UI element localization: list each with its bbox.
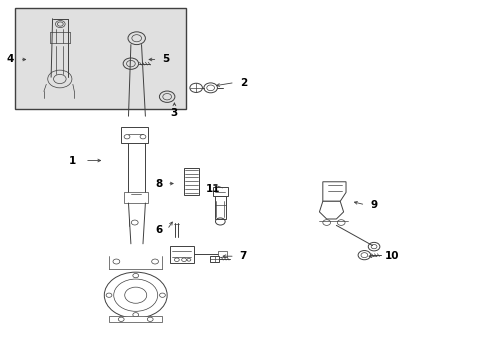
Bar [169, 246, 193, 262]
Text: 7: 7 [239, 251, 246, 261]
Polygon shape [322, 182, 346, 201]
Text: 2: 2 [239, 77, 246, 87]
Bar [213, 187, 227, 196]
Text: 4: 4 [6, 54, 14, 64]
Circle shape [106, 293, 112, 297]
Text: 1: 1 [69, 156, 76, 166]
Text: 6: 6 [155, 225, 162, 235]
Bar [183, 168, 198, 195]
Bar [209, 256, 219, 262]
Text: 11: 11 [205, 184, 220, 194]
Bar [123, 192, 147, 203]
Text: 3: 3 [170, 108, 178, 118]
Bar [15, 8, 186, 109]
Polygon shape [319, 201, 343, 219]
Circle shape [133, 312, 138, 317]
Bar [218, 251, 226, 257]
Text: 9: 9 [369, 200, 377, 210]
Bar [121, 127, 147, 143]
Bar [109, 316, 162, 322]
Text: 8: 8 [155, 179, 162, 189]
Circle shape [133, 274, 138, 278]
Text: 10: 10 [384, 251, 398, 261]
Circle shape [159, 293, 165, 297]
Bar [215, 196, 225, 219]
Circle shape [203, 83, 217, 93]
Text: 5: 5 [162, 54, 169, 64]
